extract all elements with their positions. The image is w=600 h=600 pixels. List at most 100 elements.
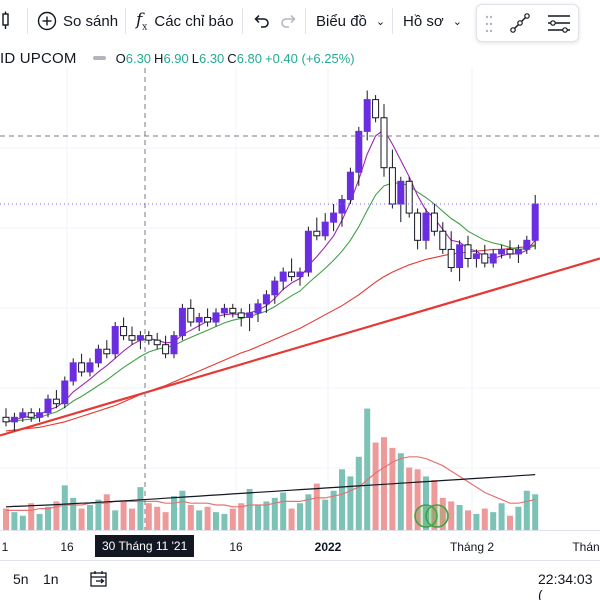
candle-down — [162, 344, 170, 355]
range-1d-button[interactable]: 1n — [43, 571, 59, 587]
candle-up — [489, 253, 497, 264]
volume-bar — [481, 508, 488, 530]
candle-up — [111, 326, 119, 355]
high-key: H — [154, 50, 164, 66]
time-tick: Tháng 2 — [449, 540, 495, 554]
open-value: 6.30 — [125, 50, 152, 66]
candle-down — [128, 335, 136, 341]
candle-up — [523, 239, 531, 250]
volume-bar — [313, 483, 320, 530]
candle-up — [514, 248, 522, 255]
volume-bar — [473, 513, 480, 530]
candle-up — [321, 221, 329, 237]
toolbar-separator — [392, 8, 393, 34]
redo-button[interactable] — [280, 7, 298, 35]
candle-up — [170, 335, 178, 355]
drawing-tools-panel — [476, 4, 579, 42]
candle-up — [330, 212, 338, 223]
high-value: 6.90 — [163, 50, 189, 66]
undo-button[interactable] — [252, 7, 270, 35]
toolbar-separator — [27, 8, 28, 34]
volume-bar — [187, 505, 194, 530]
volume-bar — [372, 442, 379, 530]
volume-bar — [456, 505, 463, 530]
low-value: 6.30 — [198, 50, 225, 66]
candle-down — [27, 412, 35, 418]
volume-bar — [465, 510, 471, 530]
candle-up — [304, 230, 312, 273]
volume-bar — [322, 499, 329, 530]
toolbar-separator — [305, 8, 306, 34]
volume-bar — [339, 469, 345, 530]
candle-up — [86, 362, 94, 373]
candle-down — [414, 212, 422, 241]
trend-line-icon[interactable] — [509, 12, 531, 34]
candle-up — [271, 280, 279, 296]
date-range-button[interactable] — [89, 569, 109, 592]
candle-down — [2, 416, 10, 423]
ma-fast-line — [5, 128, 536, 423]
function-icon: fx — [136, 9, 148, 33]
layout-label: Hồ sơ — [403, 12, 444, 30]
volume-bar — [507, 515, 513, 530]
top-toolbar: So sánh fx Các chỉ báo Biểu đồ ⌄ Hồ sơ ⌄ — [0, 0, 600, 42]
candle-up — [472, 253, 480, 259]
volume-bar — [213, 512, 219, 530]
undo-icon — [254, 14, 269, 28]
interval-icon — [2, 11, 9, 29]
candle-up — [498, 248, 506, 255]
toolbar-separator — [125, 8, 126, 34]
candle-up — [178, 307, 186, 337]
volume-bar — [423, 476, 429, 530]
volume-bar — [263, 501, 270, 530]
indicators-button[interactable]: fx Các chỉ báo — [136, 7, 234, 35]
volume-bar — [11, 512, 18, 530]
candle-up — [69, 362, 77, 382]
volume-bar — [53, 501, 60, 530]
candle-down — [506, 248, 514, 255]
candle-down — [481, 253, 489, 264]
layout-dropdown[interactable]: Hồ sơ ⌄ — [403, 7, 462, 35]
volume-bar — [498, 503, 505, 530]
candle-down — [153, 339, 161, 346]
symbol-name[interactable]: ID UPCOM — [0, 49, 77, 67]
drag-handle-icon[interactable] — [485, 14, 493, 34]
fib-retracement-icon[interactable] — [547, 12, 571, 34]
volume-bar — [78, 508, 85, 530]
clock[interactable]: 22:34:03 ( — [538, 571, 593, 600]
time-tick: 2022 — [314, 540, 342, 554]
time-axis[interactable]: 1 16 16 2022 Tháng 2 Thán 30 Tháng 11 '2… — [0, 530, 600, 560]
change-value: +0.40 (+6.25%) — [265, 50, 355, 66]
chart-type-dropdown[interactable]: Biểu đồ ⌄ — [316, 7, 385, 35]
compare-button[interactable]: So sánh — [37, 7, 118, 35]
volume-bar — [179, 490, 186, 530]
volume-bar — [61, 485, 68, 530]
volume-bar — [381, 437, 387, 530]
volume-bar — [297, 503, 303, 530]
candle-down — [237, 312, 245, 318]
volume-bar — [255, 505, 261, 530]
volume-bar — [238, 503, 245, 530]
volume-bar — [70, 497, 77, 530]
candle-down — [229, 307, 237, 314]
volume-bar — [414, 469, 421, 530]
candle-down — [204, 316, 212, 323]
candle-up — [422, 212, 430, 241]
volume-bar — [120, 501, 127, 530]
candle-up — [254, 303, 262, 314]
price-chart[interactable] — [0, 68, 600, 530]
ma-mid-line — [5, 182, 536, 423]
candle-up — [61, 380, 69, 405]
candle-up — [10, 416, 18, 423]
candle-down — [405, 180, 413, 214]
range-5d-button[interactable]: 5n — [13, 571, 29, 587]
volume-bar — [288, 508, 295, 530]
volume-bar — [515, 506, 522, 530]
volume-bar — [3, 508, 9, 530]
volume-bar — [448, 501, 455, 530]
volume-bar — [154, 506, 161, 530]
visibility-toggle-icon[interactable] — [92, 56, 106, 60]
volume-bar — [523, 490, 530, 530]
interval-button[interactable] — [2, 7, 22, 35]
time-tick: 16 — [60, 540, 74, 554]
